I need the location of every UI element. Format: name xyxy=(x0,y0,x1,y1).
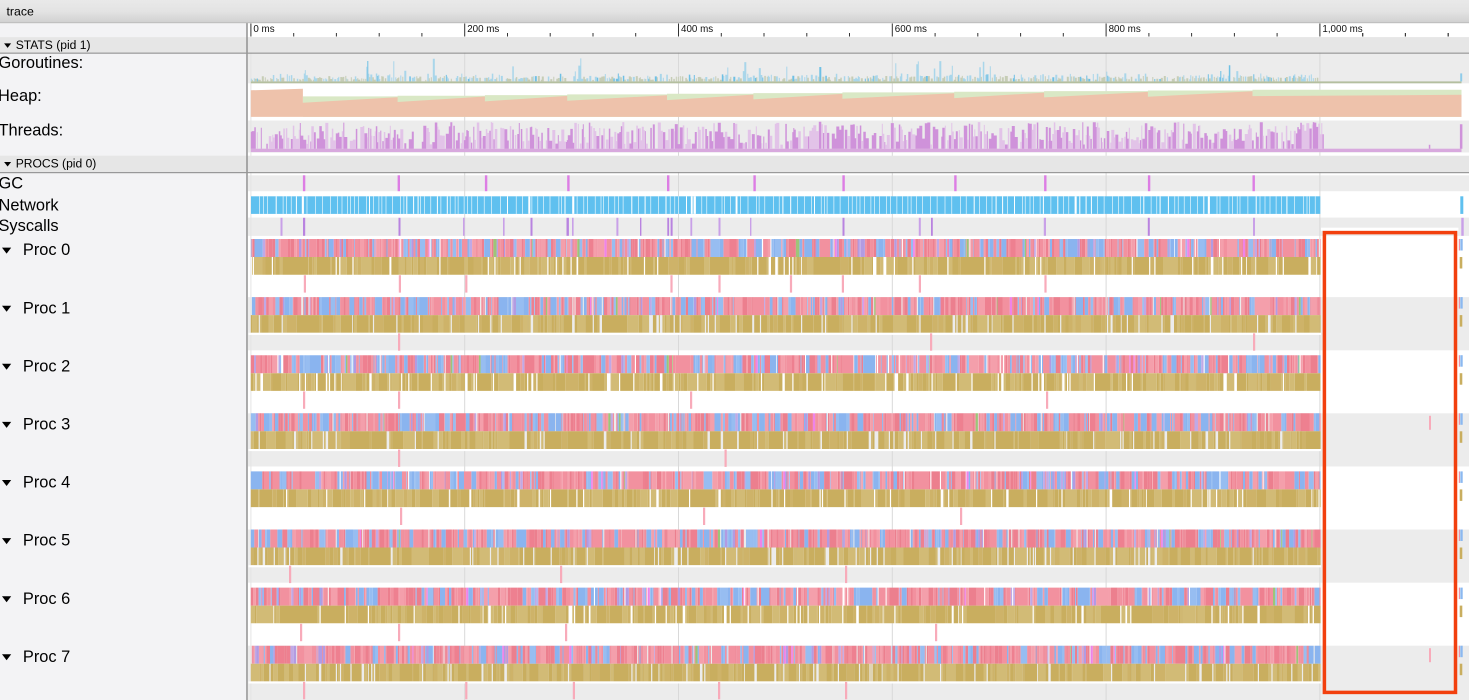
svg-text:1,000 ms: 1,000 ms xyxy=(1322,24,1362,35)
svg-text:Proc 5: Proc 5 xyxy=(23,532,70,550)
svg-text:Proc 0: Proc 0 xyxy=(23,241,70,259)
svg-text:GC: GC xyxy=(0,174,23,192)
svg-text:Proc 6: Proc 6 xyxy=(23,590,70,608)
svg-text:Proc 2: Proc 2 xyxy=(23,357,70,375)
svg-text:Network: Network xyxy=(0,197,59,215)
svg-text:Threads:: Threads: xyxy=(0,122,63,140)
svg-text:STATS (pid 1): STATS (pid 1) xyxy=(16,38,91,52)
svg-text:600 ms: 600 ms xyxy=(895,24,927,35)
svg-text:Proc 4: Proc 4 xyxy=(23,474,70,492)
svg-text:800 ms: 800 ms xyxy=(1109,24,1141,35)
svg-text:trace: trace xyxy=(7,4,34,18)
svg-text:PROCS (pid 0): PROCS (pid 0) xyxy=(16,157,97,171)
svg-text:Goroutines:: Goroutines: xyxy=(0,54,83,72)
svg-text:Heap:: Heap: xyxy=(0,87,42,105)
svg-text:Proc 3: Proc 3 xyxy=(23,416,70,434)
svg-text:Syscalls: Syscalls xyxy=(0,217,59,235)
svg-text:Proc 1: Proc 1 xyxy=(23,299,70,317)
svg-text:Proc 7: Proc 7 xyxy=(23,648,70,666)
svg-text:200 ms: 200 ms xyxy=(467,24,499,35)
svg-text:0 ms: 0 ms xyxy=(253,24,274,35)
svg-text:400 ms: 400 ms xyxy=(681,24,713,35)
